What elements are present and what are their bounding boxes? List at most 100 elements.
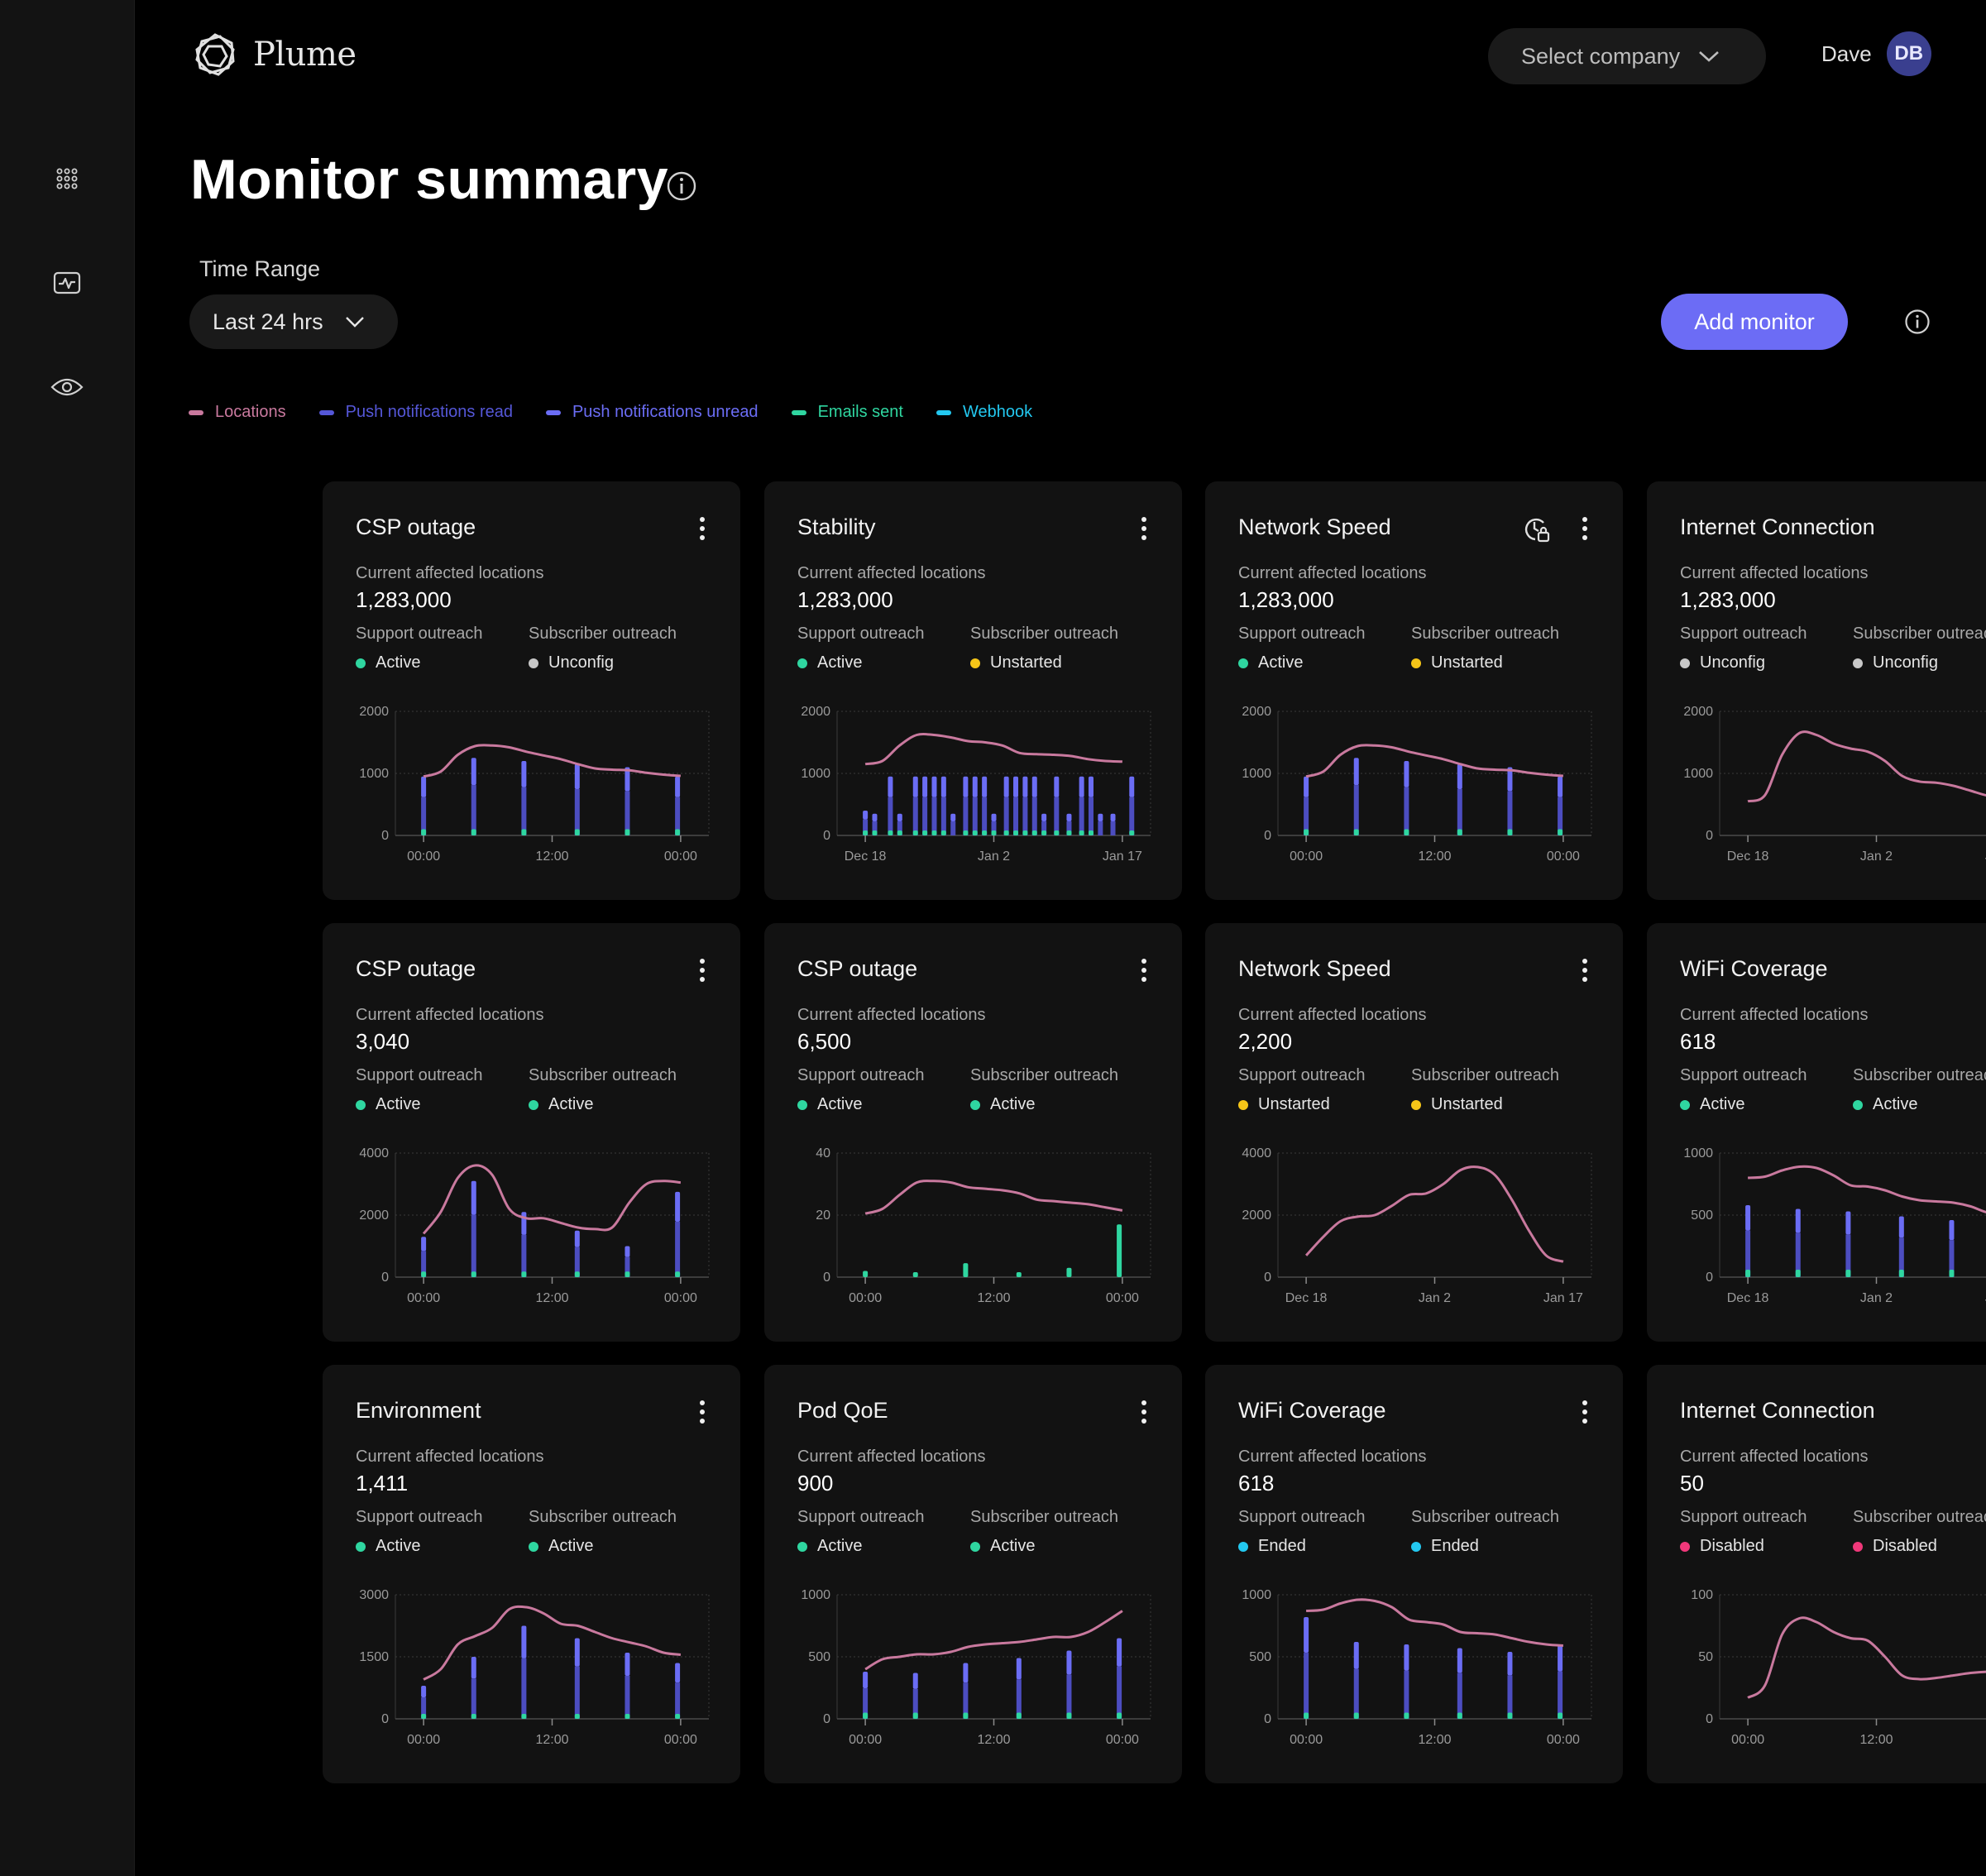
push-read-segment	[1066, 1674, 1072, 1719]
status-dot	[970, 1099, 980, 1110]
more-vertical-icon[interactable]	[1139, 1400, 1149, 1424]
emails-sent-bar	[863, 830, 869, 835]
push-read-segment	[1031, 797, 1037, 835]
x-tick-label: 00:00	[1106, 1733, 1139, 1747]
monitor-card[interactable]: Network Speed Current affected locations 2…	[1205, 923, 1623, 1342]
support-outreach-status: Active	[356, 653, 420, 672]
emails-sent-bar	[963, 1263, 969, 1277]
legend-item[interactable]: Push notifications read	[318, 403, 513, 422]
push-notifications-bar	[471, 1180, 476, 1277]
push-read-segment	[922, 797, 928, 835]
push-unread-segment	[1304, 776, 1309, 797]
monitor-card[interactable]: CSP outage Current affected locations 1,28…	[323, 481, 740, 900]
more-vertical-icon[interactable]	[697, 1400, 707, 1424]
scheduled-lock-icon[interactable]	[1522, 514, 1552, 548]
more-vertical-icon[interactable]	[1139, 516, 1149, 541]
push-read-segment	[1949, 1240, 1955, 1277]
push-read-segment	[1795, 1232, 1801, 1277]
push-notifications-bar	[1079, 776, 1084, 835]
monitor-card[interactable]: WiFi Coverage Current affected locations 6…	[1647, 923, 1986, 1342]
subscriber-outreach-status: Active	[529, 1095, 593, 1114]
push-notifications-bar	[1949, 1220, 1955, 1277]
eye-icon[interactable]	[45, 366, 89, 409]
legend-swatch	[318, 409, 334, 415]
avatar[interactable]: DB	[1886, 31, 1931, 76]
support-outreach-label: Support outreach	[1238, 625, 1366, 643]
affected-locations-label: Current affected locations	[1680, 564, 1869, 582]
push-unread-segment	[1117, 1638, 1122, 1667]
x-tick-label: Jan 2	[1860, 849, 1893, 864]
chevron-down-icon	[345, 317, 364, 328]
push-unread-segment	[1745, 1205, 1751, 1231]
emails-sent-bar	[574, 829, 580, 835]
emails-sent-bar	[1304, 829, 1309, 835]
monitor-pulse-icon[interactable]	[45, 261, 89, 304]
push-notifications-bar	[1353, 1642, 1359, 1719]
x-tick-label: 00:00	[1731, 1733, 1764, 1747]
push-read-segment	[675, 1682, 681, 1719]
push-unread-segment	[471, 1180, 476, 1215]
more-vertical-icon[interactable]	[697, 516, 707, 541]
push-unread-segment	[1845, 1211, 1851, 1235]
legend-item[interactable]: Locations	[189, 403, 286, 422]
monitor-card[interactable]: Internet Connection Current affected loca…	[1647, 481, 1986, 900]
subscriber-outreach-status: Active	[970, 1095, 1035, 1114]
support-outreach-status: Active	[797, 1537, 862, 1556]
affected-locations-label: Current affected locations	[797, 1006, 986, 1024]
emails-sent-bar	[1457, 1712, 1462, 1719]
legend-item[interactable]: Webhook	[936, 403, 1032, 422]
monitor-card[interactable]: CSP outage Current affected locations 3,04…	[323, 923, 740, 1342]
more-vertical-icon[interactable]	[1580, 1400, 1590, 1424]
more-vertical-icon[interactable]	[1580, 516, 1590, 541]
card-title: CSP outage	[356, 956, 476, 981]
legend-item[interactable]: Emails sent	[791, 403, 903, 422]
status-dot	[1238, 1099, 1248, 1110]
info-icon[interactable]	[1904, 309, 1931, 335]
apps-grid-icon[interactable]	[45, 157, 89, 200]
more-vertical-icon[interactable]	[1139, 958, 1149, 983]
support-outreach-label: Support outreach	[1680, 625, 1807, 643]
push-read-segment	[1016, 1679, 1022, 1719]
more-vertical-icon[interactable]	[1580, 958, 1590, 983]
user-menu[interactable]: Dave DB	[1821, 31, 1931, 76]
monitor-card[interactable]: CSP outage Current affected locations 6,50…	[764, 923, 1182, 1342]
monitor-card[interactable]: Internet Connection Current affected loca…	[1647, 1365, 1986, 1783]
emails-sent-bar	[963, 830, 969, 835]
monitor-card[interactable]: Stability Current affected locations 1,283…	[764, 481, 1182, 900]
status-dot	[1680, 1099, 1690, 1110]
status-dot	[356, 658, 366, 668]
push-unread-segment	[421, 1686, 427, 1697]
subscriber-outreach-status: Unstarted	[1411, 653, 1503, 672]
monitor-card[interactable]: WiFi Coverage Current affected locations 6…	[1205, 1365, 1623, 1783]
info-icon[interactable]	[666, 170, 697, 202]
monitor-card[interactable]: Pod QoE Current affected locations 900 Supp…	[764, 1365, 1182, 1783]
push-unread-segment	[471, 1657, 476, 1679]
status-dot	[1853, 658, 1863, 668]
monitor-card[interactable]: Environment Current affected locations 1,4…	[323, 1365, 740, 1783]
support-outreach-label: Support outreach	[1680, 1066, 1807, 1084]
legend-item[interactable]: Push notifications unread	[545, 403, 759, 422]
emails-sent-bar	[1016, 1272, 1022, 1277]
push-notifications-bar	[922, 776, 928, 835]
company-select[interactable]: Select company	[1488, 28, 1766, 84]
emails-sent-bar	[963, 1712, 969, 1719]
legend-label: Emails sent	[817, 403, 903, 421]
plume-logo[interactable]: Plume	[190, 30, 357, 79]
push-notifications-bar	[675, 1191, 681, 1277]
push-read-segment	[1088, 797, 1093, 835]
subscriber-outreach-label: Subscriber outreach	[1411, 1066, 1559, 1084]
affected-locations-label: Current affected locations	[1238, 1448, 1427, 1466]
card-title: Network Speed	[1238, 956, 1391, 981]
x-tick-label: 12:00	[1859, 1733, 1893, 1747]
status-text: Disabled	[1700, 1537, 1764, 1555]
add-monitor-button[interactable]: Add monitor	[1661, 294, 1848, 350]
time-range-select[interactable]: Last 24 hrs	[189, 294, 398, 349]
affected-locations-value: 2,200	[1238, 1029, 1293, 1054]
emails-sent-bar	[1898, 1270, 1904, 1277]
monitor-chart: 0 500 1000 00:00 12:00 00:00	[801, 1588, 1151, 1747]
push-notifications-bar	[521, 1212, 527, 1277]
push-unread-segment	[421, 1237, 427, 1251]
push-unread-segment	[675, 776, 681, 797]
more-vertical-icon[interactable]	[697, 958, 707, 983]
monitor-card[interactable]: Network Speed Current affected locations 1…	[1205, 481, 1623, 900]
